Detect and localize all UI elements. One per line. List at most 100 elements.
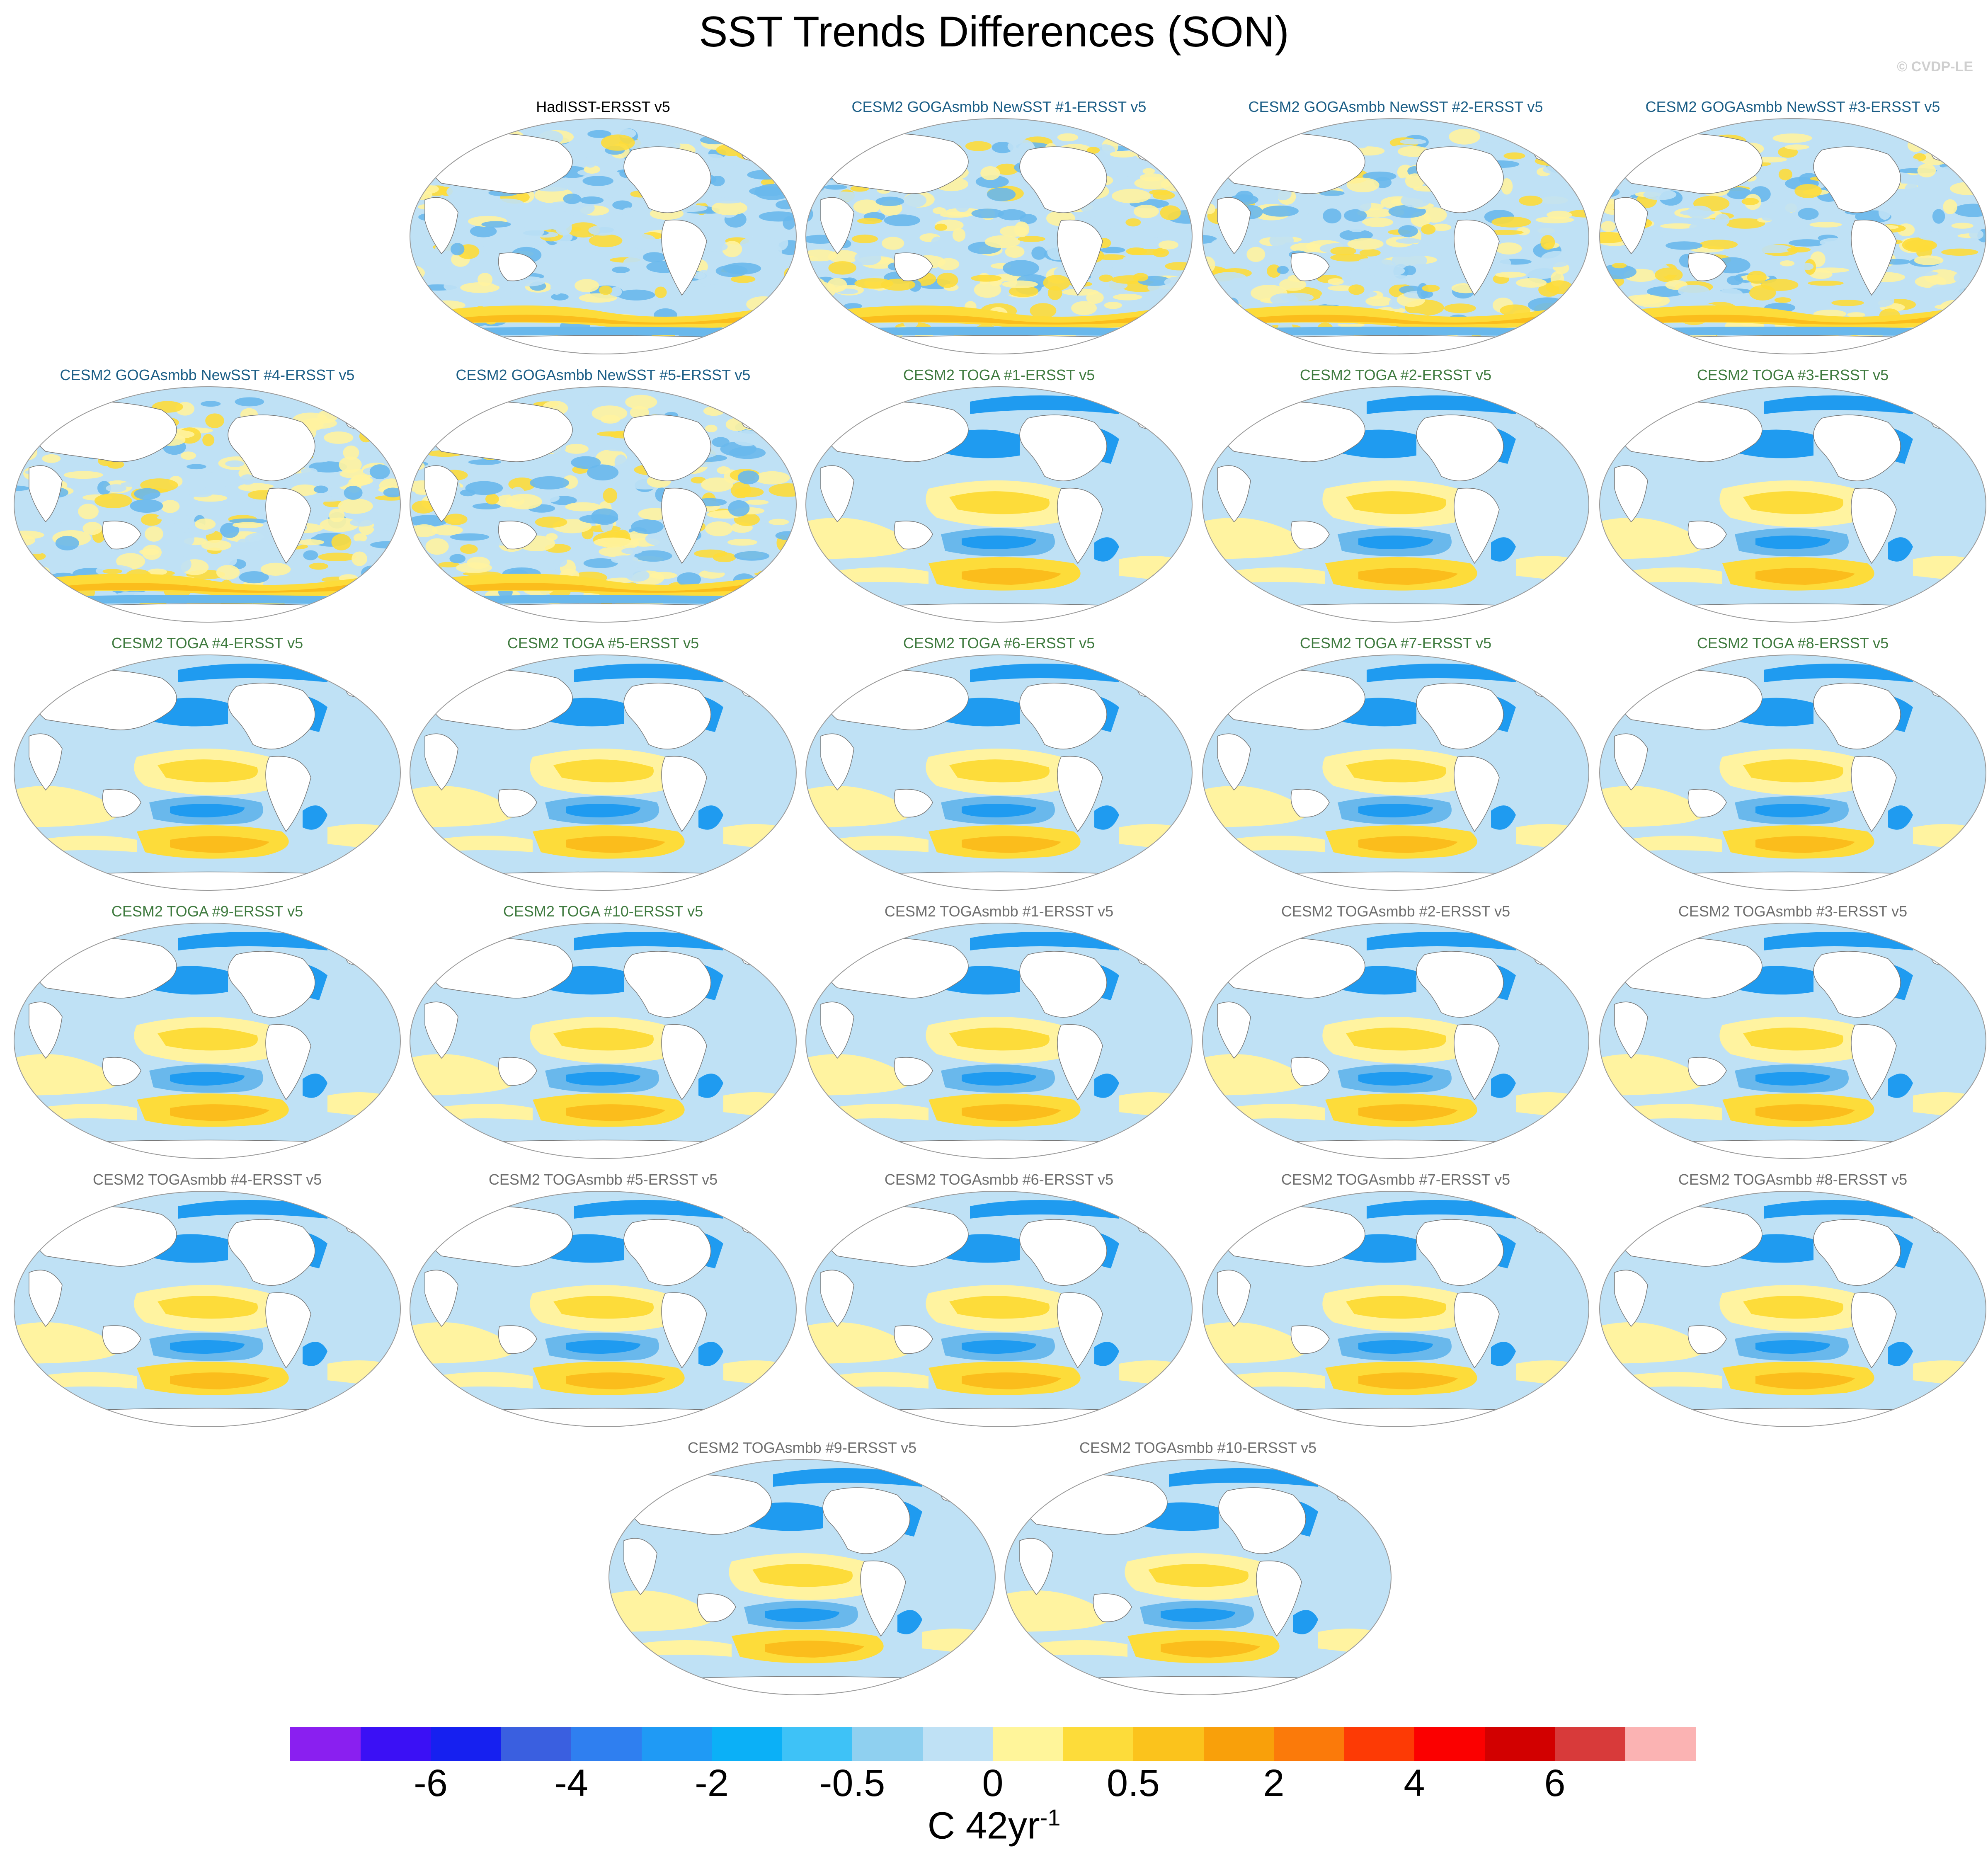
world-map [14, 386, 401, 623]
map-panel: CESM2 GOGAsmbb NewSST #3-ERSST v5 [1594, 99, 1988, 356]
south-america-land [1851, 1024, 1897, 1100]
north-america-land [623, 146, 711, 213]
world-map [410, 118, 797, 354]
south-america-land [1454, 487, 1500, 564]
north-america-land [1416, 951, 1504, 1018]
africa-land [29, 1270, 63, 1327]
map-outline [1599, 118, 1986, 354]
australia-land [102, 1325, 141, 1354]
world-map [14, 923, 401, 1159]
world-map [410, 386, 797, 623]
eurasia-land [627, 1474, 772, 1535]
panel-title: CESM2 GOGAsmbb NewSST #4-ERSST v5 [60, 366, 355, 383]
world-map [410, 923, 797, 1159]
map-outline [410, 118, 797, 354]
map-outline [1599, 923, 1986, 1159]
greenland-land [738, 1205, 773, 1234]
antarctica-land [1202, 335, 1589, 354]
antarctica-land [1600, 1139, 1986, 1159]
colorbar-tick-label: -2 [695, 1762, 729, 1804]
panel-title: CESM2 TOGAsmbb #1-ERSST v5 [884, 903, 1114, 920]
map-panel: CESM2 TOGAsmbb #1-ERSST v5 [800, 903, 1198, 1160]
colorbar-segment [1414, 1727, 1485, 1761]
map-panel: CESM2 GOGAsmbb NewSST #1-ERSST v5 [800, 99, 1198, 356]
africa-land [424, 465, 458, 523]
colorbar-segment [1203, 1727, 1274, 1761]
africa-land [424, 1001, 458, 1059]
australia-land [894, 1325, 933, 1354]
greenland-land [1333, 1473, 1368, 1502]
australia-land [894, 1057, 933, 1086]
africa-land [29, 733, 63, 791]
greenland-land [342, 400, 378, 429]
africa-land [820, 1270, 854, 1327]
colorbar-tick-label: -4 [554, 1762, 588, 1804]
colorbar-tick-label: 0 [982, 1762, 1004, 1804]
eurasia-land [428, 133, 573, 194]
greenland-land [1134, 669, 1169, 698]
north-america-land [1019, 951, 1107, 1018]
panel-title: CESM2 TOGAsmbb #8-ERSST v5 [1678, 1171, 1908, 1188]
africa-land [424, 197, 458, 255]
eurasia-land [1618, 669, 1763, 730]
australia-land [894, 521, 933, 550]
colorbar-segment [1274, 1727, 1345, 1761]
colorbar-segment [852, 1727, 923, 1761]
eurasia-land [824, 133, 969, 194]
africa-land [820, 197, 854, 255]
map-outline [410, 1191, 797, 1427]
south-america-land [1057, 1024, 1103, 1100]
africa-land [1217, 197, 1251, 255]
north-america-land [822, 1487, 910, 1554]
map-outline [1599, 654, 1986, 891]
greenland-land [342, 669, 378, 698]
colorbar-segment [1484, 1727, 1555, 1761]
map-panel: CESM2 TOGA #9-ERSST v5 [8, 903, 406, 1160]
panel-title: CESM2 TOGA #6-ERSST v5 [903, 635, 1095, 652]
world-map [1599, 118, 1986, 354]
world-map [805, 386, 1193, 623]
panel-title: CESM2 TOGA #9-ERSST v5 [111, 903, 303, 920]
greenland-land [342, 1205, 378, 1234]
panel-title: CESM2 TOGAsmbb #10-ERSST v5 [1079, 1439, 1317, 1456]
panel-title: CESM2 TOGA #4-ERSST v5 [111, 635, 303, 652]
north-america-land [1813, 1219, 1901, 1286]
world-map [1202, 118, 1589, 354]
north-america-land [623, 951, 711, 1018]
panel-title: CESM2 TOGA #8-ERSST v5 [1697, 635, 1889, 652]
north-america-land [1218, 1487, 1306, 1554]
north-america-land [1813, 951, 1901, 1018]
panel-title: CESM2 TOGAsmbb #6-ERSST v5 [884, 1171, 1114, 1188]
panel-title: CESM2 TOGA #1-ERSST v5 [903, 366, 1095, 383]
panel-title: CESM2 TOGAsmbb #9-ERSST v5 [687, 1439, 917, 1456]
antarctica-land [1202, 871, 1589, 890]
australia-land [1687, 252, 1727, 281]
antarctica-land [14, 871, 400, 890]
antarctica-land [806, 335, 1192, 354]
south-america-land [661, 1024, 707, 1100]
eurasia-land [1221, 1206, 1365, 1267]
panel-title: CESM2 TOGA #10-ERSST v5 [503, 903, 703, 920]
north-america-land [623, 683, 711, 749]
greenland-land [1530, 1205, 1566, 1234]
map-panel: CESM2 TOGAsmbb #4-ERSST v5 [8, 1171, 406, 1428]
panel-title: CESM2 TOGAsmbb #7-ERSST v5 [1281, 1171, 1510, 1188]
world-map [805, 118, 1193, 354]
map-panel: HadISST-ERSST v5 [404, 99, 802, 356]
map-outline [1202, 386, 1589, 623]
antarctica-land [1202, 603, 1589, 622]
australia-land [1093, 1593, 1132, 1622]
australia-land [1687, 789, 1727, 818]
map-panel: CESM2 TOGA #5-ERSST v5 [404, 635, 802, 892]
eurasia-land [428, 1206, 573, 1267]
australia-land [102, 521, 141, 550]
eurasia-land [1221, 401, 1365, 462]
antarctica-land [14, 603, 400, 622]
colorbar-segment [1344, 1727, 1415, 1761]
map-outline [805, 386, 1193, 623]
north-america-land [623, 414, 711, 481]
panel-title: CESM2 TOGA #2-ERSST v5 [1299, 366, 1492, 383]
south-america-land [1057, 756, 1103, 832]
credit-label: © CVDP-LE [1897, 59, 1973, 75]
south-america-land [661, 756, 707, 832]
